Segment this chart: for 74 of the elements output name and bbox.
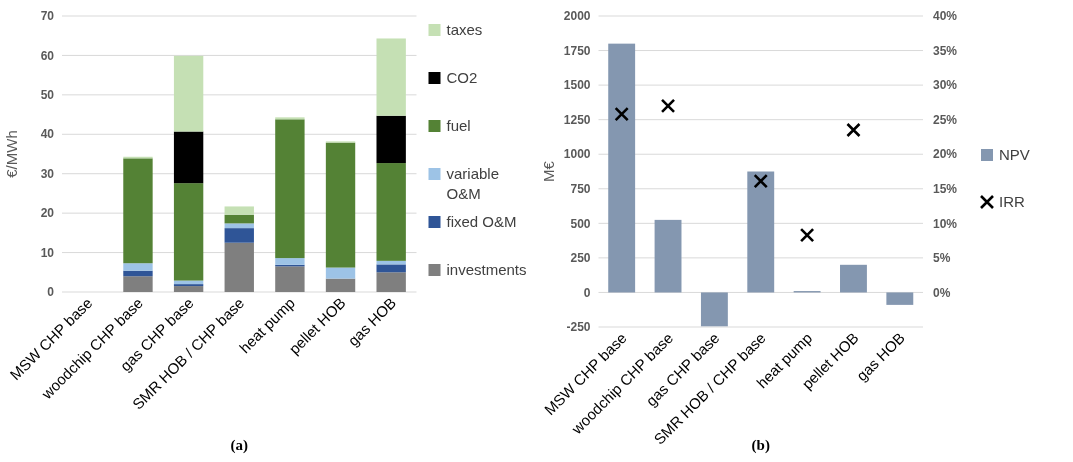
point [846, 122, 861, 138]
y-tick-label: 10 [40, 245, 55, 260]
bar [608, 43, 636, 293]
bar [376, 38, 406, 116]
point [660, 98, 676, 114]
y-tick-label: 0 [47, 285, 55, 300]
y-tick-label: 70 [40, 9, 55, 24]
y2-tick-label: 5% [933, 251, 951, 266]
bar [123, 270, 153, 277]
y2-tick-label: 30% [933, 78, 958, 93]
point [753, 173, 769, 189]
legend-label: fuel [446, 117, 471, 135]
y-tick-label: 1000 [563, 147, 591, 162]
y2-tick-label: 0% [933, 285, 951, 300]
bar [173, 183, 204, 281]
y2-tick-label: 40% [933, 9, 958, 24]
legend-label: NPV [999, 146, 1030, 164]
y-axis-title: €/MWh [3, 130, 20, 178]
bar [325, 278, 356, 292]
y-tick-label: 750 [570, 181, 591, 196]
bar [376, 272, 406, 292]
y-tick-label: 500 [570, 216, 591, 231]
bar [173, 55, 204, 132]
legend-label: investments [446, 261, 527, 279]
y-tick-label: 1750 [563, 43, 591, 58]
bar [376, 163, 406, 261]
bar [275, 266, 305, 292]
point [799, 227, 815, 243]
y-tick-label: 20 [40, 206, 55, 221]
y2-tick-label: 20% [933, 147, 958, 162]
legend-label: IRR [999, 193, 1025, 211]
bar [173, 286, 204, 292]
y-tick-label: 30 [40, 166, 55, 181]
y-tick-label: 250 [570, 251, 591, 266]
legend-label: taxes [446, 21, 483, 39]
y-tick-label: 1250 [563, 112, 591, 127]
bar [376, 115, 406, 164]
bar [123, 263, 153, 271]
text: (b) [751, 437, 770, 454]
bar [654, 219, 682, 293]
y-tick-label: -250 [566, 320, 591, 335]
text: (a) [230, 437, 248, 454]
bar [123, 276, 153, 292]
legend-label: fixed O&M [446, 213, 517, 231]
bar [840, 264, 867, 293]
bar [224, 242, 254, 292]
bar [325, 267, 356, 279]
y-tick-label: 0 [583, 285, 591, 300]
bar [275, 258, 305, 265]
point [614, 106, 629, 122]
bar [325, 142, 356, 268]
bar [224, 228, 254, 243]
legend-label: variable O&M [446, 165, 500, 202]
y-tick-label: 60 [40, 48, 55, 63]
legend-label: CO2 [446, 69, 478, 87]
y-tick-label: 1500 [563, 78, 591, 93]
bar [747, 171, 775, 293]
bar [275, 119, 305, 259]
y2-tick-label: 15% [933, 181, 958, 196]
bar [224, 214, 254, 224]
bar [700, 292, 728, 327]
bar [886, 292, 914, 305]
y2-tick-label: 25% [933, 112, 958, 127]
bar [376, 264, 406, 273]
y-axis-title: M€ [539, 160, 557, 182]
bar [224, 206, 254, 215]
bar [173, 131, 204, 184]
y-tick-label: 2000 [563, 9, 591, 24]
y2-tick-label: 35% [933, 43, 958, 58]
y2-tick-label: 10% [933, 216, 958, 231]
y-tick-label: 50 [40, 88, 55, 103]
y-tick-label: 40 [40, 127, 55, 142]
bar [224, 223, 254, 229]
bar [123, 158, 153, 264]
